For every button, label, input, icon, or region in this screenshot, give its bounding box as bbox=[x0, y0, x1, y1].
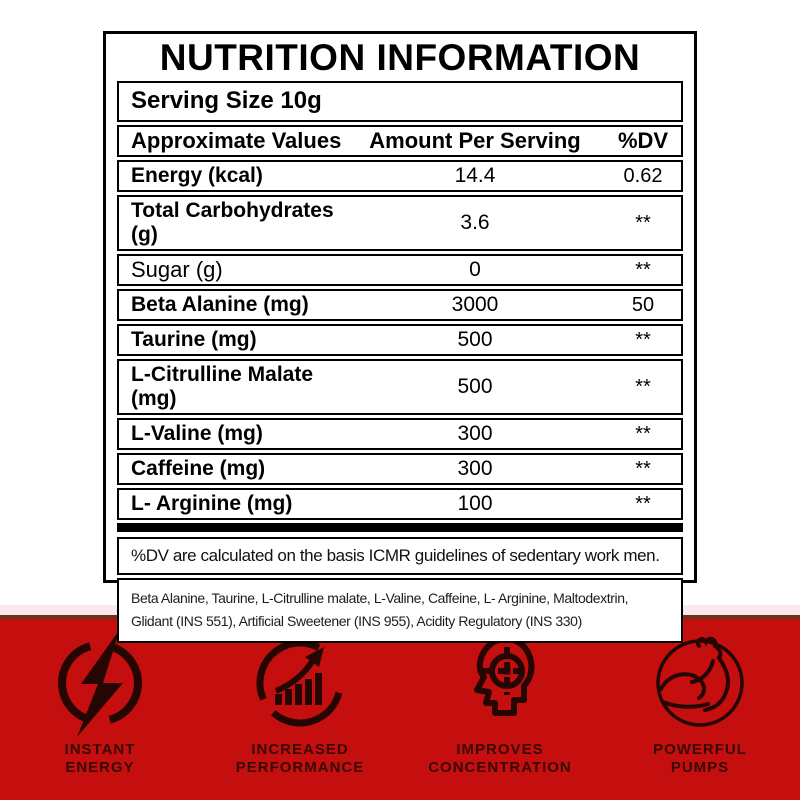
row-amount: 500 bbox=[457, 375, 493, 398]
table-row: Sugar (g) 0 ** bbox=[117, 254, 683, 286]
table-row: Energy (kcal) 14.4 0.62 bbox=[117, 160, 683, 192]
table-header-row: Approximate Values Amount Per Serving %D… bbox=[117, 125, 683, 157]
benefit-label: IMPROVES CONCENTRATION bbox=[428, 741, 572, 776]
table-row: L- Arginine (mg) 100 ** bbox=[117, 488, 683, 520]
benefits-bar: INSTANT ENERGY INCREASED PERFORMANCE bbox=[0, 615, 800, 800]
bicep-icon bbox=[648, 627, 752, 739]
header-dv: %DV bbox=[617, 128, 669, 153]
growth-chart-icon bbox=[248, 627, 352, 739]
row-label: Sugar (g) bbox=[131, 257, 223, 282]
table-row: Total Carbohydrates (g) 3.6 ** bbox=[117, 195, 683, 251]
row-dv: ** bbox=[635, 329, 651, 351]
row-dv: ** bbox=[635, 376, 651, 398]
row-label: Energy (kcal) bbox=[131, 164, 263, 187]
table-row: Taurine (mg) 500 ** bbox=[117, 324, 683, 356]
ingredients-line: Glidant (INS 551), Artificial Sweetener … bbox=[131, 613, 582, 629]
table-row: L-Valine (mg) 300 ** bbox=[117, 418, 683, 450]
dv-footnote-text: %DV are calculated on the basis ICMR gui… bbox=[131, 546, 660, 565]
row-dv: 0.62 bbox=[623, 165, 663, 187]
row-dv: 50 bbox=[631, 294, 655, 316]
row-amount: 3.6 bbox=[460, 211, 490, 234]
row-label: L-Citrulline Malate (mg) bbox=[131, 363, 314, 410]
benefit-label: POWERFUL PUMPS bbox=[653, 741, 747, 776]
row-dv: ** bbox=[635, 458, 651, 480]
row-amount: 300 bbox=[457, 422, 493, 445]
row-label: Caffeine (mg) bbox=[131, 457, 266, 480]
row-label: Total Carbohydrates (g) bbox=[131, 199, 334, 246]
row-label: Beta Alanine (mg) bbox=[131, 293, 309, 316]
benefit-item-improves-concentration: IMPROVES CONCENTRATION bbox=[400, 627, 600, 800]
header-approximate-values: Approximate Values bbox=[131, 128, 342, 153]
dv-footnote: %DV are calculated on the basis ICMR gui… bbox=[117, 537, 683, 575]
row-amount: 3000 bbox=[451, 293, 499, 316]
panel-title: NUTRITION INFORMATION bbox=[159, 36, 641, 78]
nutrition-panel: NUTRITION INFORMATION Serving Size 10g A… bbox=[103, 31, 697, 643]
benefit-label: INCREASED PERFORMANCE bbox=[235, 741, 365, 776]
benefit-label: INSTANT ENERGY bbox=[64, 741, 136, 776]
label-upper-area: NUTRITION INFORMATION Serving Size 10g A… bbox=[103, 31, 697, 643]
row-label: Taurine (mg) bbox=[131, 328, 257, 351]
row-amount: 500 bbox=[457, 328, 493, 351]
table-row: Caffeine (mg) 300 ** bbox=[117, 453, 683, 485]
ingredients-list: Beta Alanine, Taurine, L-Citrulline mala… bbox=[117, 578, 683, 643]
header-amount-per-serving: Amount Per Serving bbox=[369, 128, 581, 153]
serving-size-text: Serving Size 10g bbox=[131, 87, 322, 114]
row-label: L-Valine (mg) bbox=[131, 422, 263, 445]
row-amount: 100 bbox=[457, 492, 493, 515]
row-dv: ** bbox=[635, 493, 651, 515]
row-amount: 300 bbox=[457, 457, 493, 480]
row-dv: ** bbox=[635, 423, 651, 445]
benefit-item-powerful-pumps: POWERFUL PUMPS bbox=[600, 627, 800, 800]
serving-size-row: Serving Size 10g bbox=[117, 81, 683, 122]
section-divider-bar bbox=[117, 523, 683, 532]
benefit-item-instant-energy: INSTANT ENERGY bbox=[0, 627, 200, 800]
row-amount: 14.4 bbox=[454, 164, 496, 187]
head-target-icon bbox=[448, 627, 552, 739]
row-label: L- Arginine (mg) bbox=[131, 492, 293, 515]
benefit-item-increased-performance: INCREASED PERFORMANCE bbox=[200, 627, 400, 800]
lightning-icon bbox=[48, 627, 152, 739]
table-row: Beta Alanine (mg) 3000 50 bbox=[117, 289, 683, 321]
row-amount: 0 bbox=[469, 258, 481, 281]
row-dv: ** bbox=[635, 212, 651, 234]
ingredients-line: Beta Alanine, Taurine, L-Citrulline mala… bbox=[131, 590, 629, 606]
table-row: L-Citrulline Malate (mg) 500 ** bbox=[117, 359, 683, 415]
row-dv: ** bbox=[635, 259, 651, 281]
